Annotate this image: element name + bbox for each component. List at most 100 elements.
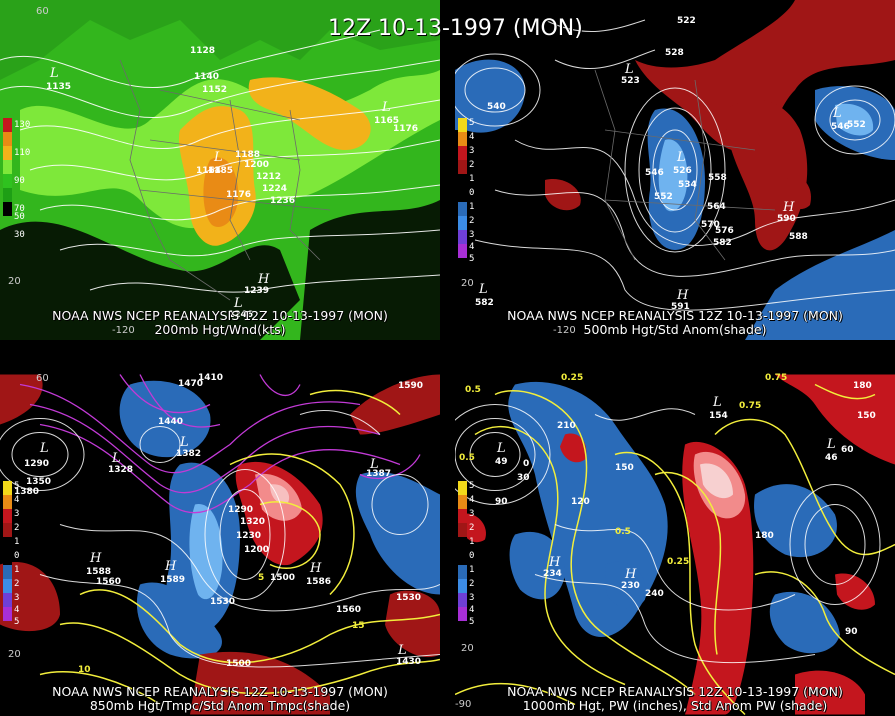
contour-value: 1200	[244, 160, 270, 170]
latitude-label: 20	[8, 276, 21, 287]
contour-value: 10	[78, 665, 91, 675]
contour-value: 1200	[244, 545, 270, 555]
latitude-label: 20	[8, 649, 21, 660]
contour-value: 180	[853, 381, 872, 391]
legend-label: 110	[14, 148, 31, 158]
center-value: 546	[831, 122, 850, 132]
low-center-marker: L	[50, 66, 59, 81]
panel-field-caption: 200mb Hgt/Wnd(kts)	[154, 322, 286, 337]
low-center-marker: L	[112, 451, 121, 466]
low-center-marker: L	[180, 435, 189, 450]
high-center-marker: H	[90, 551, 102, 566]
center-value: 582	[475, 298, 494, 308]
legend-label: 1	[14, 537, 20, 547]
center-value: 49	[495, 457, 508, 467]
low-center-marker: L	[625, 62, 634, 77]
low-center-marker: L	[234, 296, 243, 311]
low-center-marker: L	[214, 150, 223, 165]
contour-value: 0.25	[667, 557, 690, 567]
contour-value: 570	[701, 220, 720, 230]
contour-value: 0.5	[615, 527, 631, 537]
contour-value: 1320	[240, 517, 266, 527]
low-center-marker: L	[713, 395, 722, 410]
contour-value: 1176	[393, 124, 419, 134]
center-value: 1328	[108, 465, 134, 475]
center-value: 46	[825, 453, 838, 463]
legend-label: 3	[14, 509, 20, 519]
center-value: 523	[621, 76, 640, 86]
page-title: 12Z 10-13-1997 (MON)	[328, 16, 583, 41]
contour-value: 0.75	[739, 401, 762, 411]
contour-value: 1230	[236, 531, 262, 541]
contour-value: 120	[571, 497, 590, 507]
center-value: 1246	[228, 310, 254, 320]
contour-value: 150	[857, 411, 876, 421]
contour-value: 90	[845, 627, 858, 637]
legend-label: 2	[14, 523, 20, 533]
center-value: 1586	[306, 577, 332, 587]
high-center-marker: H	[677, 288, 689, 303]
legend-label: 1	[469, 537, 475, 547]
contour-value: 0.25	[561, 373, 584, 383]
panel-500mb-height-anomaly: 5 4 3 2 1 0 1 2 3 4 5 L 523 L 526 L 546 …	[455, 0, 895, 340]
panel-source-caption: NOAA NWS NCEP REANALYSIS 12Z 10-13-1997 …	[507, 308, 843, 323]
contour-value: 150	[615, 463, 634, 473]
center-value: 1387	[366, 469, 392, 479]
height-anomaly-map	[455, 0, 895, 340]
contour-value: 30	[517, 473, 530, 483]
latitude-label: 20	[461, 643, 474, 654]
contour-value: 1530	[210, 597, 236, 607]
contour-value: 240	[645, 589, 664, 599]
legend-label: 5	[14, 481, 20, 491]
longitude-label: -120	[112, 325, 135, 336]
contour-value: 210	[557, 421, 576, 431]
high-center-marker: H	[783, 200, 795, 215]
legend-label: 5	[469, 118, 475, 128]
legend-label: 2	[469, 160, 475, 170]
low-center-marker: L	[677, 150, 686, 165]
legend-label: 1	[469, 565, 475, 575]
legend-label: 130	[14, 120, 31, 130]
center-value: 1430	[396, 657, 422, 667]
high-center-marker: H	[165, 559, 177, 574]
low-center-marker: L	[398, 643, 407, 658]
anomaly-legend: 5 4 3 2 1 0 1 2 3 4 5	[458, 118, 484, 264]
contour-value: 1440	[158, 417, 184, 427]
center-value: 1290	[24, 459, 50, 469]
contour-value: 1128	[190, 46, 216, 56]
contour-value: 534	[678, 180, 697, 190]
contour-value: 1530	[396, 593, 422, 603]
legend-label: 0	[469, 188, 475, 198]
legend-label: 4	[14, 605, 20, 615]
legend-label: 3	[469, 230, 475, 240]
low-center-marker: L	[370, 457, 379, 472]
legend-label: 3	[469, 593, 475, 603]
contour-value: 552	[847, 120, 866, 130]
contour-value: 1560	[96, 577, 122, 587]
contour-value: 15	[352, 621, 365, 631]
center-value: 154	[709, 411, 728, 421]
contour-value: 1470	[178, 379, 204, 389]
contour-value: 1140	[194, 72, 220, 82]
legend-label: 30	[14, 230, 25, 240]
contour-value: 1380	[14, 487, 40, 497]
panel-field-caption: 1000mb Hgt, PW (inches), Std Anom PW (sh…	[522, 698, 828, 713]
contour-value: 1176	[226, 190, 252, 200]
legend-label: 2	[469, 579, 475, 589]
precipitable-water-map	[455, 374, 895, 716]
legend-label: 50	[14, 212, 25, 222]
contour-value: 5	[258, 573, 265, 583]
legend-label: 1	[469, 174, 475, 184]
center-value: 591	[671, 302, 690, 312]
center-value: 1589	[160, 575, 186, 585]
center-value: 1185	[208, 166, 234, 176]
legend-label: 5	[469, 254, 475, 264]
legend-label: 0	[469, 551, 475, 561]
legend-label: 2	[469, 216, 475, 226]
contour-value: 588	[789, 232, 808, 242]
center-value: 234	[543, 569, 562, 579]
contour-value: 1410	[198, 373, 224, 383]
legend-label: 1	[14, 565, 20, 575]
contour-value: 1212	[256, 172, 282, 182]
center-value: 230	[621, 581, 640, 591]
